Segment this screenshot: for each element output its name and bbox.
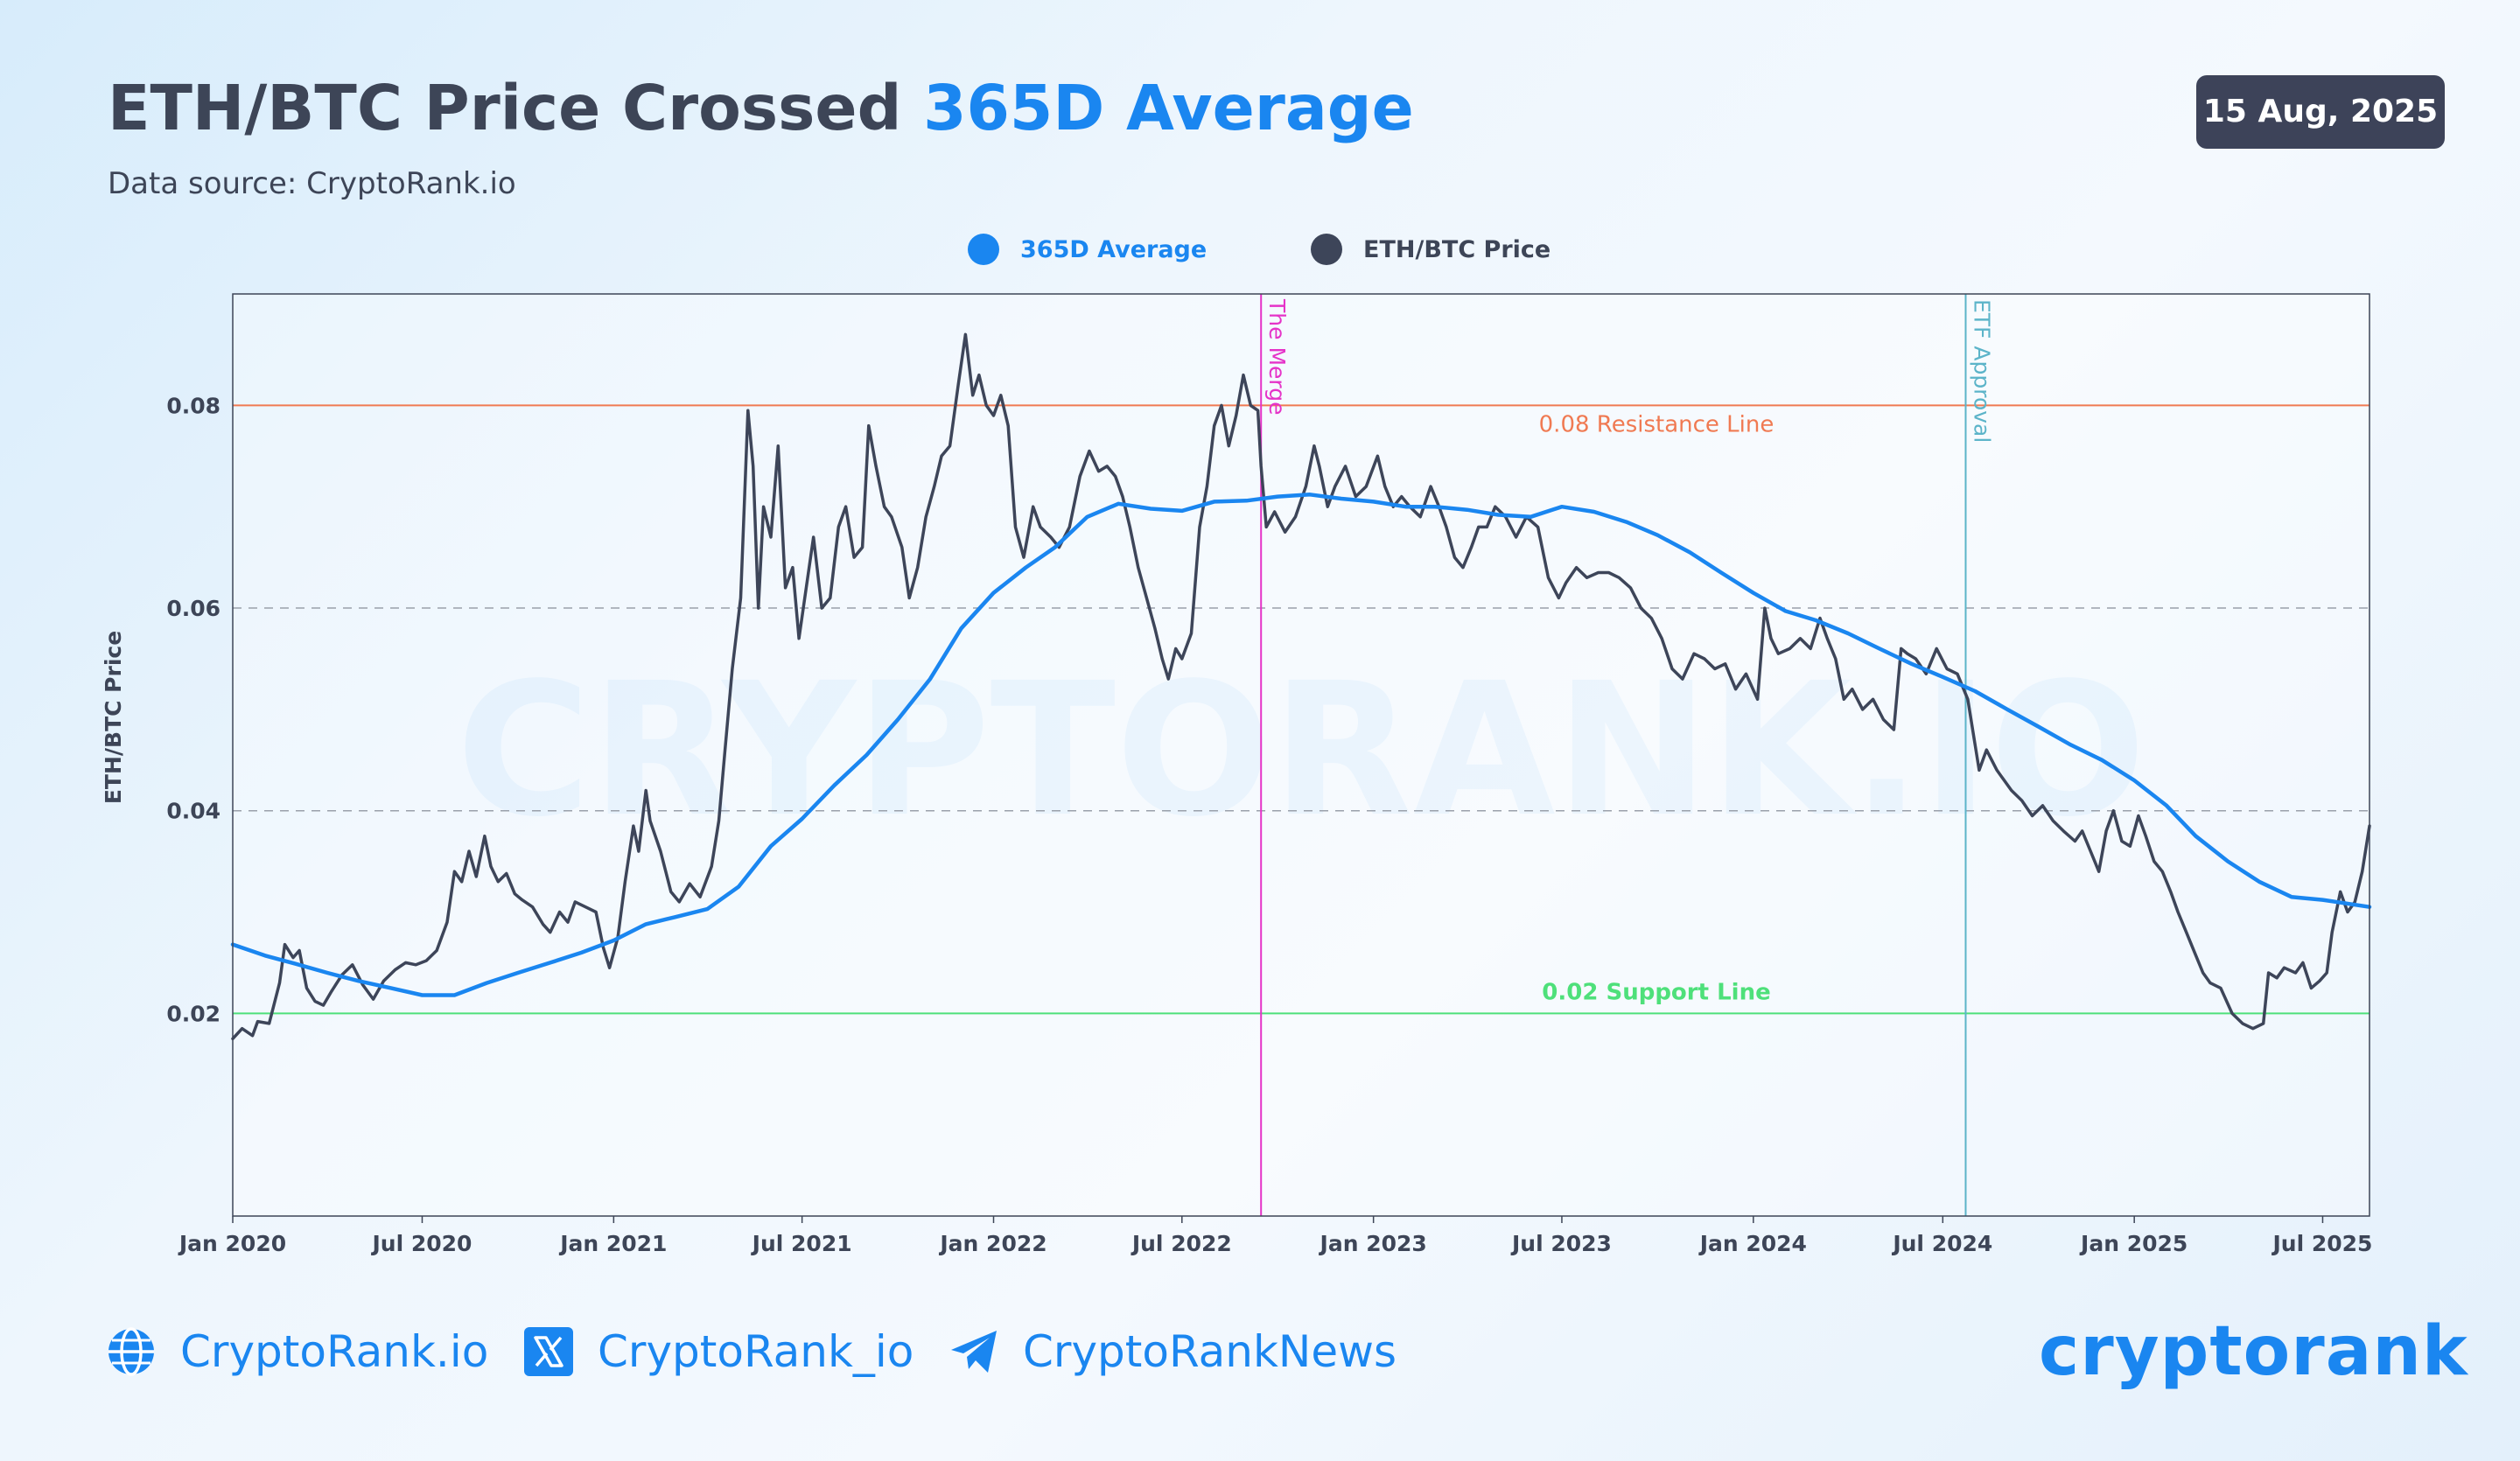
- y-tick-label: 0.02: [166, 1001, 220, 1026]
- price-chart: CRYPTORANK.IO 0.02 0.04 0.06 0.08 0.08 Resist…: [101, 234, 2372, 1256]
- footer-telegram-label: CryptoRankNews: [1023, 1326, 1397, 1377]
- etf-label: ETF Approval: [1969, 299, 1994, 443]
- plot-area: [233, 294, 2370, 1216]
- date-badge: 15 Aug, 2025: [2196, 75, 2445, 149]
- legend-marker: [968, 234, 999, 265]
- y-tick-label: 0.06: [166, 596, 220, 621]
- support-label: 0.02 Support Line: [1542, 979, 1770, 1005]
- footer-x-account[interactable]: CryptoRank_io: [522, 1325, 914, 1378]
- y-tick-label: 0.08: [166, 393, 220, 418]
- footer-x-label: CryptoRank_io: [598, 1326, 914, 1377]
- title-highlight: 365D Average: [923, 72, 1414, 144]
- footer-website-label: CryptoRank.io: [180, 1326, 489, 1377]
- brand-logo: cryptorank: [2039, 1312, 2468, 1391]
- plot-frame: [232, 293, 2370, 1217]
- x-tick-label: Jul 2024: [1891, 1231, 1992, 1256]
- title-prefix: ETH/BTC Price Crossed: [108, 72, 924, 144]
- footer-telegram[interactable]: CryptoRankNews: [948, 1325, 1396, 1378]
- y-tick-label: 0.04: [166, 799, 220, 824]
- x-tick-label: Jul 2020: [371, 1231, 472, 1256]
- merge-label: The Merge: [1264, 298, 1290, 415]
- x-tick-label: Jul 2021: [751, 1231, 852, 1256]
- x-tick-label: Jul 2023: [1510, 1231, 1612, 1256]
- legend-label: 365D Average: [1020, 236, 1207, 263]
- resistance-label: 0.08 Resistance Line: [1539, 411, 1774, 437]
- x-logo-icon: [524, 1327, 573, 1376]
- x-tick-label: Jan 2025: [2079, 1231, 2188, 1256]
- x-tick-label: Jan 2020: [178, 1231, 286, 1256]
- x-tick-label: Jan 2022: [938, 1231, 1046, 1256]
- x-tick-label: Jul 2025: [2271, 1231, 2372, 1256]
- telegram-icon: [951, 1331, 997, 1373]
- x-tick-label: Jan 2024: [1698, 1231, 1807, 1256]
- page-title: ETH/BTC Price Crossed 365D Average: [108, 72, 1414, 144]
- data-source: Data source: CryptoRank.io: [108, 166, 516, 201]
- watermark: CRYPTORANK.IO: [456, 643, 2146, 857]
- x-tick-label: Jan 2021: [558, 1231, 667, 1256]
- legend-label: ETH/BTC Price: [1363, 236, 1550, 263]
- x-tick-label: Jul 2022: [1130, 1231, 1232, 1256]
- footer-website[interactable]: CryptoRank.io: [105, 1325, 488, 1378]
- x-tick-label: Jan 2023: [1319, 1231, 1427, 1256]
- series-eth-btc-price: [231, 332, 2371, 1041]
- y-axis-label: ETH/BTC Price: [101, 631, 126, 804]
- series-365d-average: [230, 493, 2372, 997]
- globe-icon: [108, 1327, 154, 1376]
- legend-marker: [1311, 234, 1342, 265]
